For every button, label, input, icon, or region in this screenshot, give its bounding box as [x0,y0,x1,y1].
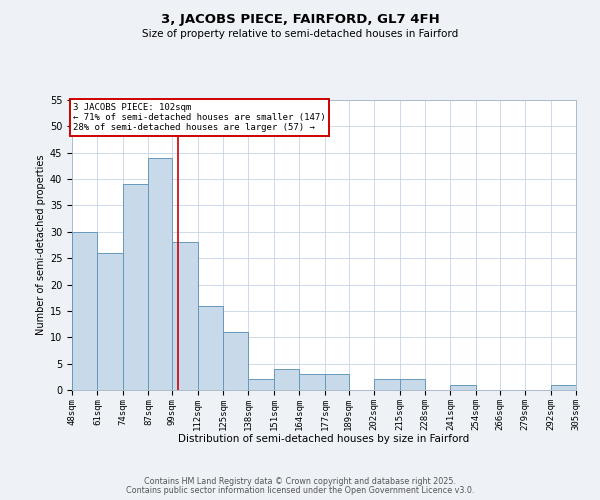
Bar [248,380,274,390]
Bar [197,306,223,390]
Bar [223,332,248,390]
Text: 3, JACOBS PIECE, FAIRFORD, GL7 4FH: 3, JACOBS PIECE, FAIRFORD, GL7 4FH [161,12,439,26]
Bar [551,384,576,390]
Bar [274,369,299,390]
Bar [172,242,197,390]
Bar [374,380,400,390]
X-axis label: Distribution of semi-detached houses by size in Fairford: Distribution of semi-detached houses by … [178,434,470,444]
Bar [97,253,123,390]
Bar [451,384,476,390]
Text: Size of property relative to semi-detached houses in Fairford: Size of property relative to semi-detach… [142,29,458,39]
Text: Contains public sector information licensed under the Open Government Licence v3: Contains public sector information licen… [126,486,474,495]
Bar [72,232,97,390]
Bar [325,374,349,390]
Bar [148,158,172,390]
Text: 3 JACOBS PIECE: 102sqm
← 71% of semi-detached houses are smaller (147)
28% of se: 3 JACOBS PIECE: 102sqm ← 71% of semi-det… [73,102,326,132]
Bar [299,374,325,390]
Y-axis label: Number of semi-detached properties: Number of semi-detached properties [35,155,46,336]
Bar [123,184,148,390]
Text: Contains HM Land Registry data © Crown copyright and database right 2025.: Contains HM Land Registry data © Crown c… [144,477,456,486]
Bar [400,380,425,390]
